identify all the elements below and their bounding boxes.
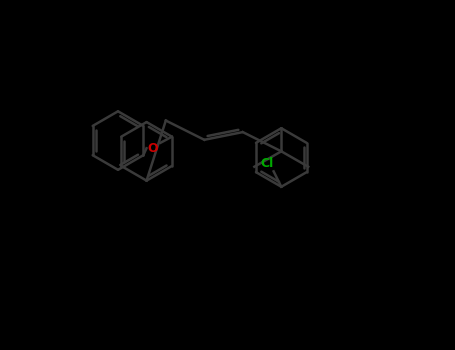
- Text: Cl: Cl: [261, 157, 274, 170]
- Text: O: O: [147, 142, 158, 155]
